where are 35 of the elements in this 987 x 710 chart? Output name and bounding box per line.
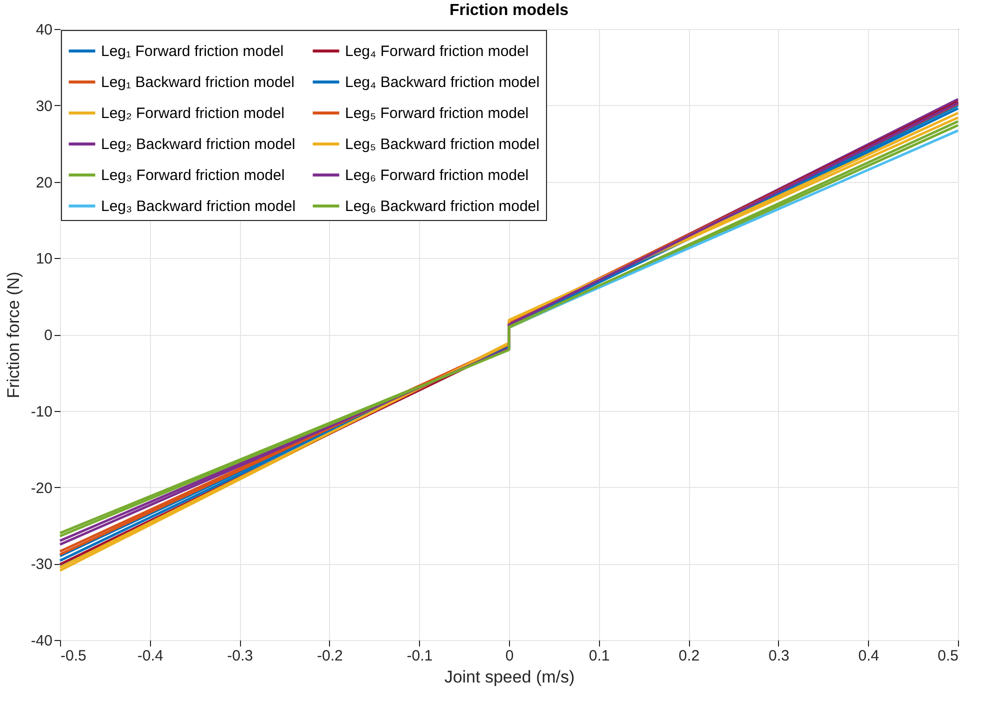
legend-label: Leg₁ Forward friction model bbox=[101, 43, 284, 60]
legend-label: Leg₄ Backward friction model bbox=[345, 74, 540, 91]
legend-label: Leg₁ Backward friction model bbox=[101, 74, 294, 91]
y-tick-label: 30 bbox=[36, 98, 52, 115]
x-tick-label: 0.2 bbox=[678, 648, 700, 664]
y-tick-label: -40 bbox=[30, 632, 52, 650]
x-tick-label: -0.5 bbox=[60, 648, 86, 664]
y-tick-label: -20 bbox=[30, 480, 52, 497]
chart-title: Friction models bbox=[449, 2, 569, 19]
legend-label: Leg₅ Backward friction model bbox=[345, 136, 540, 153]
x-tick-label: 0.5 bbox=[938, 648, 958, 664]
x-tick-label: 0.4 bbox=[858, 648, 880, 664]
y-tick-label: 10 bbox=[36, 250, 52, 268]
legend-label: Leg₆ Forward friction model bbox=[345, 167, 529, 184]
y-tick-label: -10 bbox=[30, 403, 52, 420]
x-tick-label: 0.1 bbox=[588, 648, 610, 664]
legend-label: Leg₂ Forward friction model bbox=[101, 105, 284, 122]
x-tick-label: 0.3 bbox=[768, 648, 790, 664]
legend-label: Leg₂ Backward friction model bbox=[101, 136, 296, 153]
y-tick-label: -30 bbox=[30, 556, 52, 574]
y-tick-label: 20 bbox=[36, 174, 52, 192]
legend-label: Leg₄ Forward friction model bbox=[345, 43, 529, 60]
y-tick-label: 40 bbox=[36, 22, 52, 38]
x-tick-label: 0 bbox=[505, 648, 514, 664]
x-tick-label: -0.4 bbox=[137, 648, 164, 664]
legend-label: Leg₃ Backward friction model bbox=[101, 198, 296, 215]
y-axis-title: Friction force (N) bbox=[4, 272, 23, 398]
legend-label: Leg₆ Backward friction model bbox=[345, 198, 540, 215]
legend-label: Leg₃ Forward friction model bbox=[101, 167, 285, 184]
x-tick-label: -0.2 bbox=[316, 648, 343, 664]
legend-label: Leg₅ Forward friction model bbox=[345, 105, 529, 122]
x-tick-label: -0.3 bbox=[227, 648, 254, 664]
y-tick-label: 0 bbox=[44, 327, 52, 344]
x-tick-label: -0.1 bbox=[406, 648, 433, 664]
x-axis-title: Joint speed (m/s) bbox=[444, 668, 575, 686]
